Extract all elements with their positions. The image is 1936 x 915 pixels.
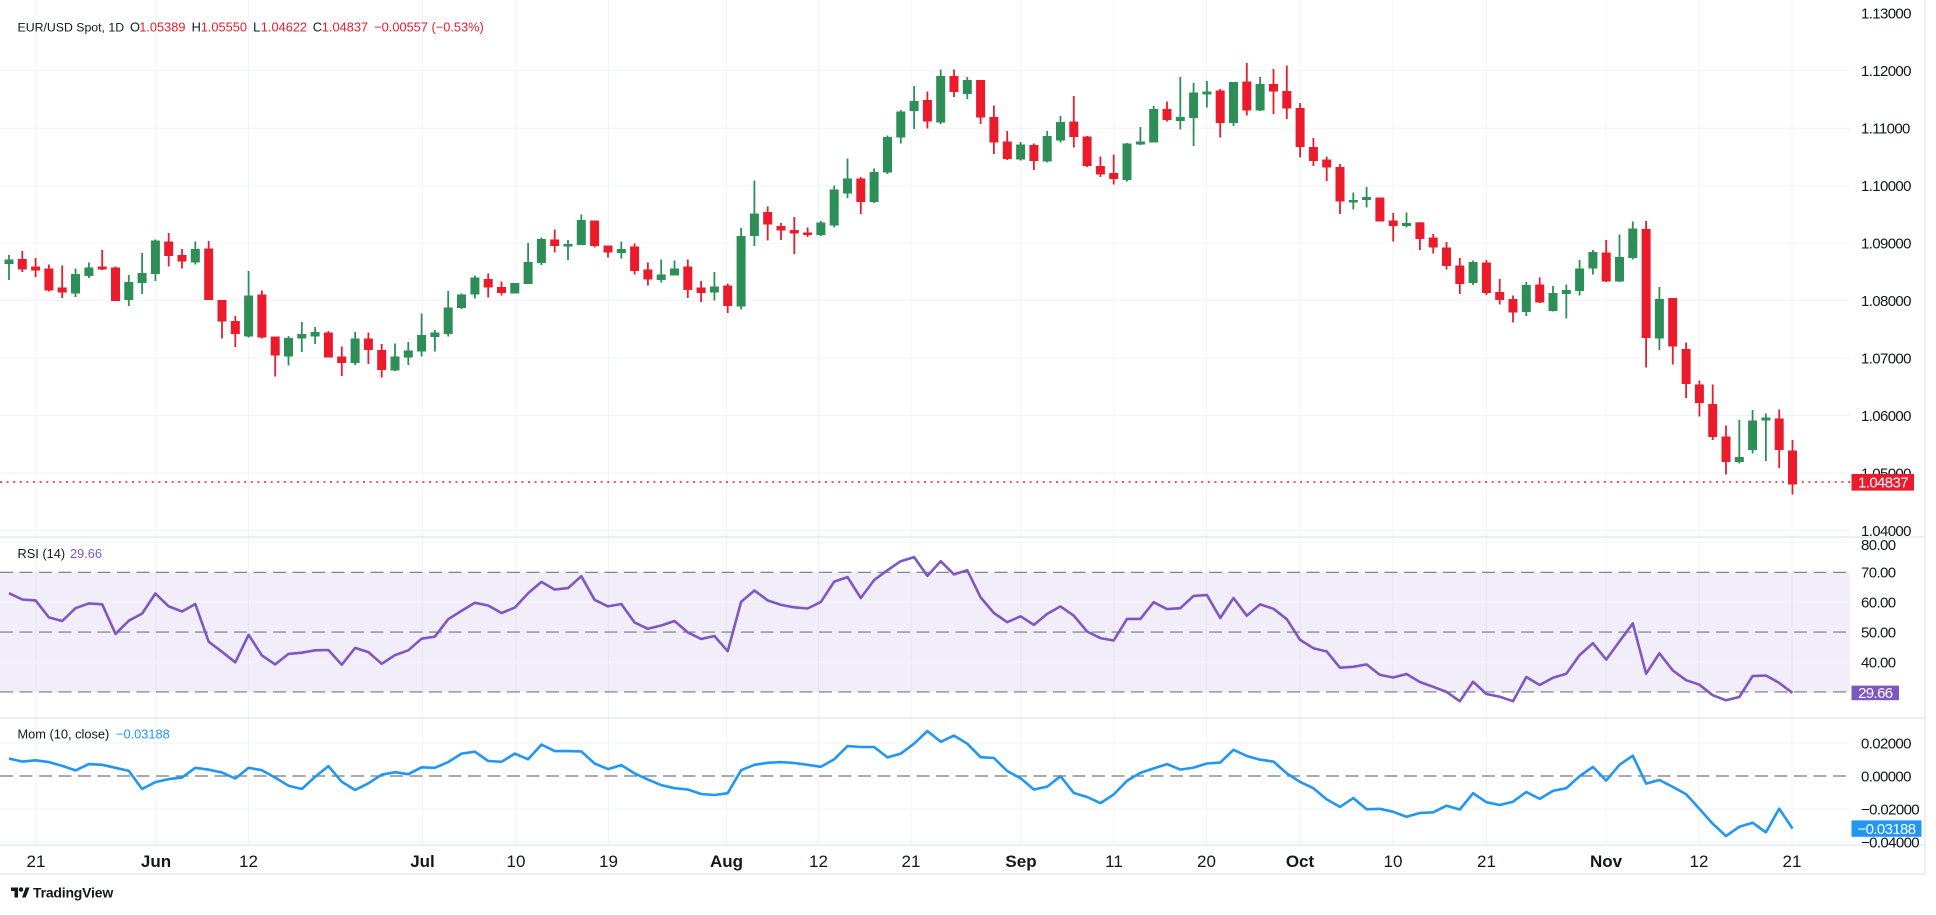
svg-text:12: 12	[809, 852, 828, 871]
svg-text:H: H	[192, 20, 201, 35]
svg-text:10: 10	[1384, 852, 1403, 871]
svg-text:1.13000: 1.13000	[1861, 6, 1911, 23]
svg-text:RSI (14): RSI (14)	[18, 546, 66, 561]
svg-text:12: 12	[239, 852, 258, 871]
svg-text:1.04837: 1.04837	[322, 20, 368, 35]
svg-text:1.09000: 1.09000	[1861, 236, 1911, 253]
svg-text:EUR/USD Spot, 1D: EUR/USD Spot, 1D	[18, 21, 125, 35]
svg-text:19: 19	[599, 852, 618, 871]
svg-text:Sep: Sep	[1005, 852, 1036, 871]
svg-text:Aug: Aug	[710, 852, 743, 871]
svg-text:−0.03188: −0.03188	[1857, 821, 1915, 838]
svg-text:21: 21	[902, 852, 921, 871]
svg-text:1.11000: 1.11000	[1861, 121, 1910, 138]
svg-text:Oct: Oct	[1286, 852, 1315, 871]
svg-text:−0.04000: −0.04000	[1861, 834, 1919, 851]
svg-text:70.00: 70.00	[1861, 565, 1896, 582]
svg-text:1.04622: 1.04622	[261, 20, 307, 35]
svg-text:1.07000: 1.07000	[1861, 350, 1911, 367]
svg-text:1.04000: 1.04000	[1861, 523, 1911, 540]
svg-text:21: 21	[27, 852, 46, 871]
svg-text:20: 20	[1197, 852, 1216, 871]
svg-text:29.66: 29.66	[70, 546, 102, 561]
svg-text:60.00: 60.00	[1861, 595, 1896, 612]
svg-text:−0.03188: −0.03188	[116, 727, 170, 742]
svg-text:80.00: 80.00	[1861, 537, 1896, 554]
svg-text:1.08000: 1.08000	[1861, 293, 1911, 310]
svg-text:11: 11	[1105, 852, 1123, 871]
svg-text:−0.02000: −0.02000	[1861, 801, 1919, 818]
svg-text:1.05389: 1.05389	[139, 20, 185, 35]
svg-text:12: 12	[1690, 852, 1709, 871]
svg-text:Jul: Jul	[410, 852, 435, 871]
svg-text:C: C	[313, 20, 322, 35]
svg-text:0.00000: 0.00000	[1861, 768, 1911, 785]
svg-text:1.06000: 1.06000	[1861, 408, 1911, 425]
svg-text:21: 21	[1783, 852, 1802, 871]
svg-text:10: 10	[507, 852, 526, 871]
svg-text:Mom (10, close): Mom (10, close)	[18, 727, 110, 742]
svg-text:1.12000: 1.12000	[1861, 63, 1911, 80]
svg-text:L: L	[253, 20, 260, 35]
svg-text:29.66: 29.66	[1858, 685, 1893, 702]
svg-text:1.10000: 1.10000	[1861, 178, 1911, 195]
svg-text:50.00: 50.00	[1861, 625, 1896, 642]
svg-text:40.00: 40.00	[1861, 654, 1896, 671]
svg-text:−0.00557 (−0.53%): −0.00557 (−0.53%)	[374, 20, 484, 35]
svg-text:O: O	[130, 20, 140, 35]
svg-text:TradingView: TradingView	[33, 885, 113, 901]
svg-text:1.05550: 1.05550	[201, 20, 247, 35]
svg-text:Nov: Nov	[1590, 852, 1623, 871]
svg-text:1.04837: 1.04837	[1858, 474, 1908, 491]
svg-text:0.02000: 0.02000	[1861, 735, 1911, 752]
svg-text:Jun: Jun	[141, 852, 171, 871]
svg-text:21: 21	[1477, 852, 1496, 871]
